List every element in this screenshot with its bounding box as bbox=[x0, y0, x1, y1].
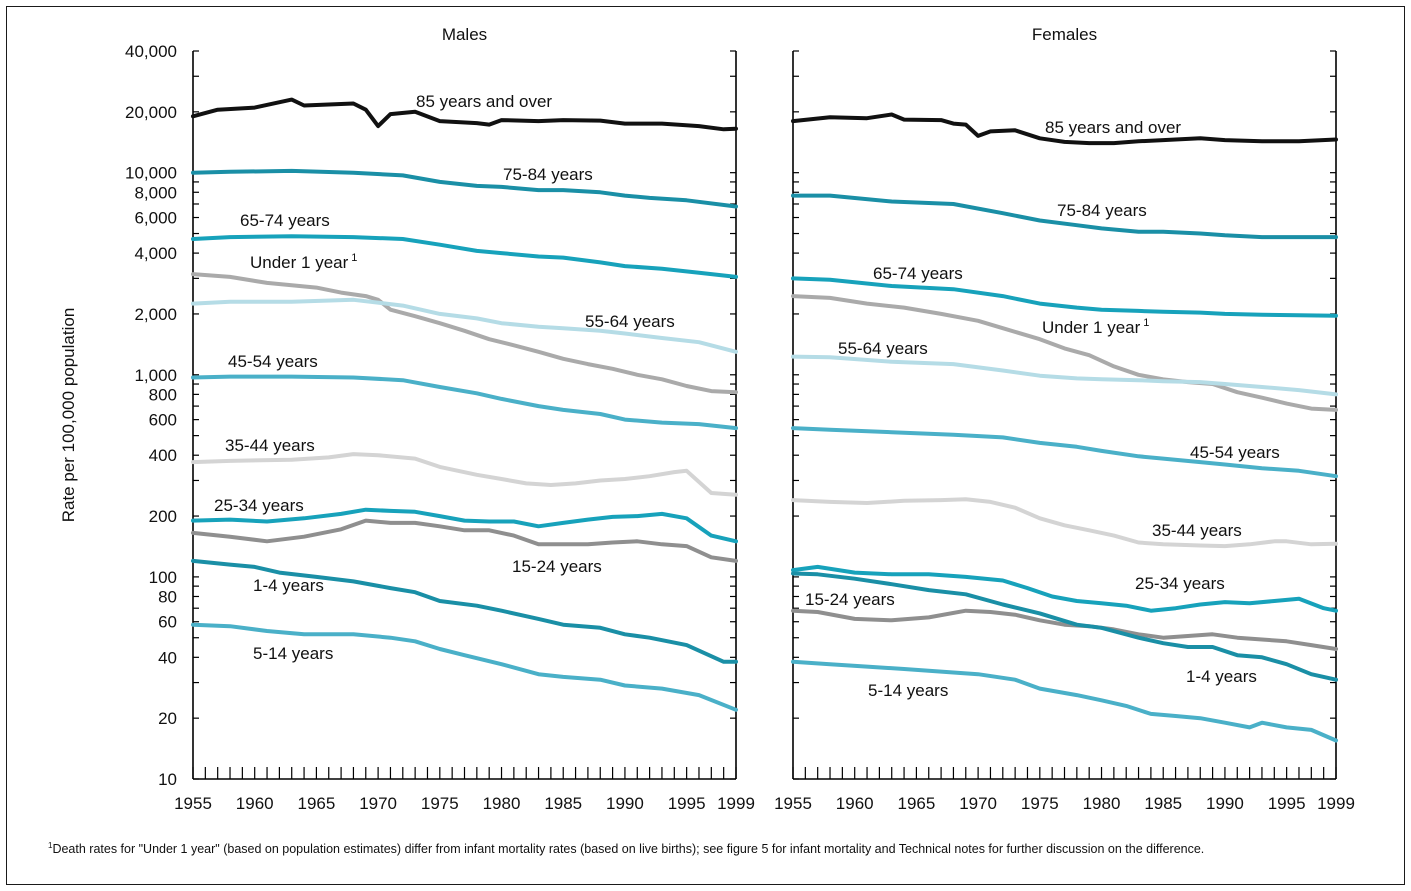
series-line-55-64-years bbox=[191, 297, 738, 354]
y-tick-label: 80 bbox=[158, 587, 177, 606]
series-label-45-54-years: 45-54 years bbox=[1190, 443, 1280, 462]
series-label-1-4-years: 1-4 years bbox=[1186, 667, 1257, 686]
series-line-25-34-years bbox=[791, 564, 1338, 613]
y-tick-label: 60 bbox=[158, 613, 177, 632]
series-line-45-54-years bbox=[791, 426, 1338, 479]
x-tick-label: 1995 bbox=[668, 794, 706, 813]
series-line-75-84-years bbox=[791, 193, 1338, 240]
series-line-15-24-years bbox=[191, 518, 738, 563]
x-tick-label: 1985 bbox=[1144, 794, 1182, 813]
y-tick-label: 10,000 bbox=[125, 164, 177, 183]
series-label-55-64-years: 55-64 years bbox=[838, 339, 928, 358]
series-label-5-14-years: 5-14 years bbox=[253, 644, 333, 663]
x-tick-label: 1965 bbox=[897, 794, 935, 813]
series-label-55-64-years: 55-64 years bbox=[585, 312, 675, 331]
footnote-text: Death rates for "Under 1 year" (based on… bbox=[52, 842, 1205, 857]
series-label-75-84-years: 75-84 years bbox=[503, 165, 593, 184]
x-tick-label: 1990 bbox=[606, 794, 644, 813]
series-label-85-years-and-over: 85 years and over bbox=[416, 92, 552, 111]
figure-frame bbox=[6, 6, 1405, 885]
x-tick-label: 1970 bbox=[959, 794, 997, 813]
y-tick-label: 200 bbox=[149, 507, 177, 526]
y-tick-label: 2,000 bbox=[134, 305, 177, 324]
series-label-75-84-years: 75-84 years bbox=[1057, 201, 1147, 220]
series-line-55-64-years bbox=[791, 354, 1338, 397]
y-tick-label: 6,000 bbox=[134, 209, 177, 228]
series-line-35-44-years bbox=[791, 497, 1338, 549]
series-line-65-74-years bbox=[191, 234, 738, 279]
series-line-35-44-years bbox=[191, 452, 738, 497]
y-tick-label: 8,000 bbox=[134, 183, 177, 202]
y-tick-label: 600 bbox=[149, 411, 177, 430]
series-line-5-14-years bbox=[191, 622, 738, 712]
y-axis-label: Rate per 100,000 population bbox=[59, 308, 78, 523]
series-line-under-1-year bbox=[191, 272, 738, 395]
x-tick-label: 1955 bbox=[174, 794, 212, 813]
series-label-15-24-years: 15-24 years bbox=[512, 557, 602, 576]
series-label-45-54-years: 45-54 years bbox=[228, 352, 318, 371]
y-tick-label: 40,000 bbox=[125, 42, 177, 61]
series-label-25-34-years: 25-34 years bbox=[214, 496, 304, 515]
series-label-25-34-years: 25-34 years bbox=[1135, 574, 1225, 593]
x-tick-label: 1995 bbox=[1268, 794, 1306, 813]
series-label-under-1-year: Under 1 year 1 bbox=[1042, 317, 1149, 337]
series-line-85-years-and-over bbox=[791, 112, 1338, 146]
x-tick-label: 1970 bbox=[359, 794, 397, 813]
series-line-5-14-years bbox=[791, 659, 1338, 743]
series-line-25-34-years bbox=[191, 507, 738, 544]
series-label-15-24-years: 15-24 years bbox=[805, 590, 895, 609]
y-tick-label: 400 bbox=[149, 446, 177, 465]
x-tick-label: 1980 bbox=[483, 794, 521, 813]
series-line-15-24-years bbox=[791, 608, 1338, 651]
panel-title-females: Females bbox=[1032, 25, 1097, 44]
series-label-65-74-years: 65-74 years bbox=[240, 211, 330, 230]
y-tick-label: 20 bbox=[158, 709, 177, 728]
x-tick-label: 1965 bbox=[297, 794, 335, 813]
x-tick-label: 1980 bbox=[1083, 794, 1121, 813]
series-line-1-4-years bbox=[191, 558, 738, 664]
x-tick-label: 1999 bbox=[717, 794, 755, 813]
y-tick-label: 1,000 bbox=[134, 366, 177, 385]
series-line-75-84-years bbox=[191, 168, 738, 209]
series-label-1-4-years: 1-4 years bbox=[253, 576, 324, 595]
y-tick-label: 20,000 bbox=[125, 103, 177, 122]
x-tick-label: 1960 bbox=[836, 794, 874, 813]
y-tick-label: 100 bbox=[149, 568, 177, 587]
series-line-1-4-years bbox=[791, 571, 1338, 682]
footnote-marker: 1 bbox=[48, 841, 53, 850]
series-label-65-74-years: 65-74 years bbox=[873, 264, 963, 283]
series-label-85-years-and-over: 85 years and over bbox=[1045, 118, 1181, 137]
x-tick-label: 1955 bbox=[774, 794, 812, 813]
footnote: 1Death rates for "Under 1 year" (based o… bbox=[48, 838, 1348, 857]
y-tick-label: 40 bbox=[158, 648, 177, 667]
series-line-65-74-years bbox=[791, 276, 1338, 318]
y-tick-label: 4,000 bbox=[134, 244, 177, 263]
series-label-35-44-years: 35-44 years bbox=[1152, 521, 1242, 540]
series-line-45-54-years bbox=[191, 374, 738, 431]
y-tick-label: 800 bbox=[149, 385, 177, 404]
x-tick-label: 1985 bbox=[544, 794, 582, 813]
x-tick-label: 1960 bbox=[236, 794, 274, 813]
series-label-35-44-years: 35-44 years bbox=[225, 436, 315, 455]
x-tick-label: 1999 bbox=[1317, 794, 1355, 813]
x-tick-label: 1975 bbox=[1021, 794, 1059, 813]
series-line-under-1-year bbox=[791, 294, 1338, 412]
x-tick-label: 1990 bbox=[1206, 794, 1244, 813]
x-tick-label: 1975 bbox=[421, 794, 459, 813]
panel-title-males: Males bbox=[442, 25, 487, 44]
series-label-under-1-year: Under 1 year 1 bbox=[250, 252, 357, 272]
series-line-85-years-and-over bbox=[191, 97, 738, 132]
series-label-5-14-years: 5-14 years bbox=[868, 681, 948, 700]
y-tick-label: 10 bbox=[158, 770, 177, 789]
